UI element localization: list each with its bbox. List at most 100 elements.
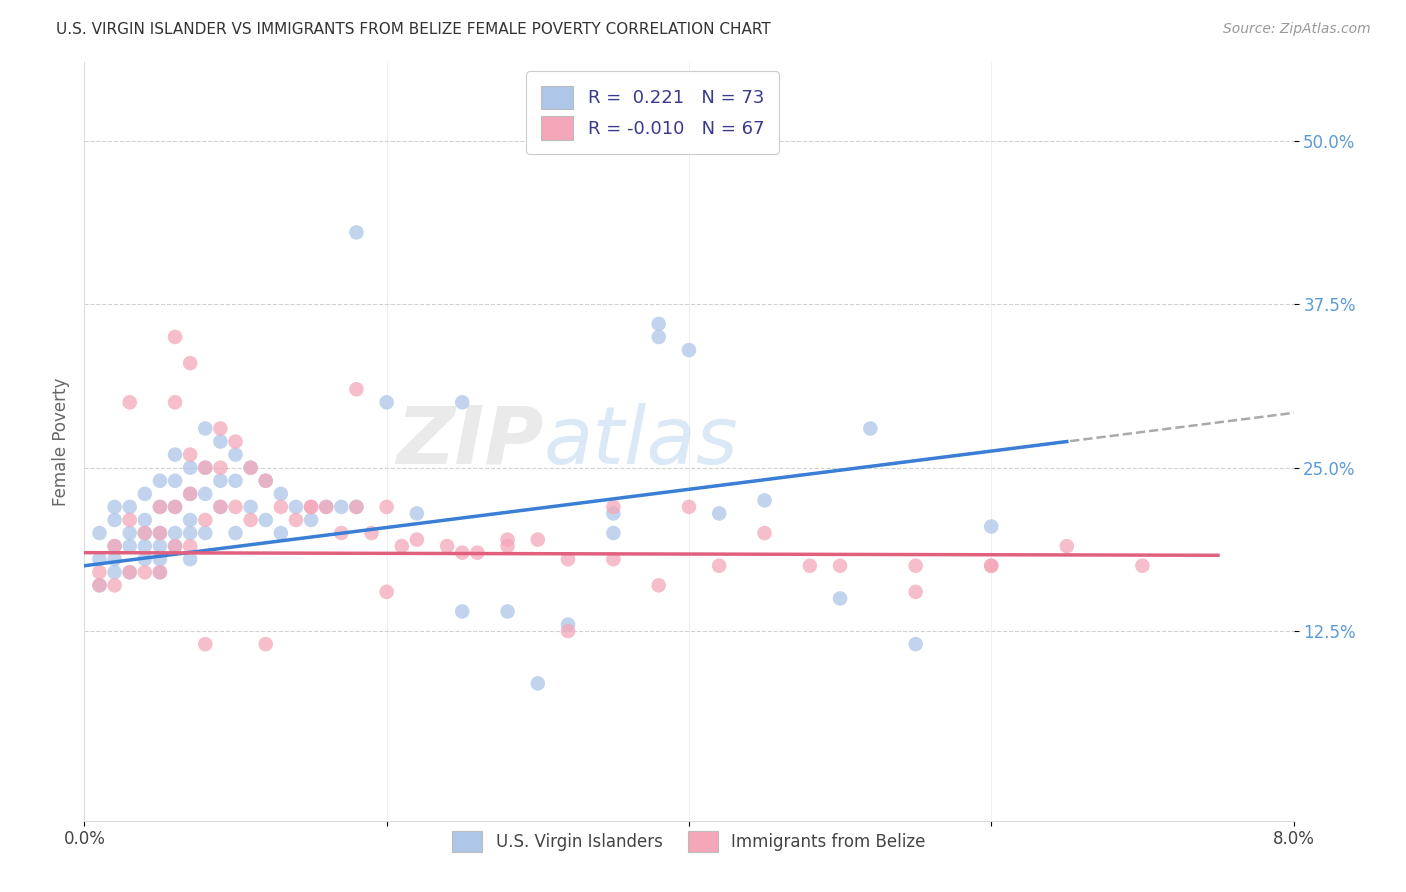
- Point: [451, 546, 474, 560]
- Point: [149, 566, 172, 580]
- Point: [496, 539, 519, 553]
- Point: [496, 533, 519, 547]
- Point: [118, 539, 141, 553]
- Point: [315, 500, 337, 514]
- Point: [330, 526, 353, 541]
- Point: [179, 448, 201, 462]
- Text: ZIP: ZIP: [396, 402, 544, 481]
- Point: [527, 676, 550, 690]
- Point: [346, 500, 368, 514]
- Point: [557, 552, 579, 566]
- Point: [165, 526, 187, 541]
- Point: [557, 617, 579, 632]
- Point: [451, 605, 474, 619]
- Point: [149, 566, 172, 580]
- Point: [104, 500, 127, 514]
- Point: [678, 500, 700, 514]
- Point: [270, 500, 292, 514]
- Point: [346, 382, 368, 396]
- Point: [254, 513, 277, 527]
- Point: [134, 566, 156, 580]
- Point: [225, 474, 247, 488]
- Point: [165, 500, 187, 514]
- Point: [904, 637, 927, 651]
- Point: [179, 356, 201, 370]
- Point: [299, 500, 322, 514]
- Point: [209, 421, 232, 435]
- Point: [1056, 539, 1078, 553]
- Point: [134, 513, 156, 527]
- Point: [709, 558, 731, 573]
- Point: [859, 421, 882, 435]
- Point: [149, 500, 172, 514]
- Point: [104, 513, 127, 527]
- Point: [830, 558, 852, 573]
- Point: [239, 513, 262, 527]
- Point: [104, 578, 127, 592]
- Point: [904, 558, 927, 573]
- Point: [830, 591, 852, 606]
- Point: [799, 558, 821, 573]
- Point: [89, 578, 111, 592]
- Point: [118, 395, 141, 409]
- Point: [648, 317, 671, 331]
- Point: [648, 330, 671, 344]
- Point: [194, 487, 217, 501]
- Point: [375, 585, 398, 599]
- Point: [209, 474, 232, 488]
- Point: [165, 539, 187, 553]
- Point: [602, 507, 624, 521]
- Point: [254, 474, 277, 488]
- Point: [406, 533, 429, 547]
- Point: [285, 513, 308, 527]
- Point: [89, 566, 111, 580]
- Point: [165, 448, 187, 462]
- Point: [315, 500, 337, 514]
- Point: [134, 539, 156, 553]
- Point: [330, 500, 353, 514]
- Point: [346, 500, 368, 514]
- Point: [270, 487, 292, 501]
- Point: [194, 526, 217, 541]
- Point: [149, 474, 172, 488]
- Point: [602, 552, 624, 566]
- Point: [104, 566, 127, 580]
- Point: [375, 500, 398, 514]
- Point: [980, 558, 1002, 573]
- Point: [89, 578, 111, 592]
- Point: [104, 552, 127, 566]
- Point: [165, 539, 187, 553]
- Point: [346, 226, 368, 240]
- Point: [602, 500, 624, 514]
- Text: Source: ZipAtlas.com: Source: ZipAtlas.com: [1223, 22, 1371, 37]
- Point: [118, 566, 141, 580]
- Point: [754, 493, 776, 508]
- Point: [149, 526, 172, 541]
- Point: [179, 487, 201, 501]
- Point: [980, 558, 1002, 573]
- Point: [299, 500, 322, 514]
- Point: [104, 539, 127, 553]
- Point: [104, 539, 127, 553]
- Point: [375, 395, 398, 409]
- Point: [904, 585, 927, 599]
- Point: [299, 513, 322, 527]
- Point: [118, 500, 141, 514]
- Point: [709, 507, 731, 521]
- Point: [467, 546, 489, 560]
- Point: [406, 507, 429, 521]
- Point: [165, 474, 187, 488]
- Point: [754, 526, 776, 541]
- Point: [194, 421, 217, 435]
- Point: [270, 526, 292, 541]
- Point: [149, 552, 172, 566]
- Text: U.S. VIRGIN ISLANDER VS IMMIGRANTS FROM BELIZE FEMALE POVERTY CORRELATION CHART: U.S. VIRGIN ISLANDER VS IMMIGRANTS FROM …: [56, 22, 770, 37]
- Point: [451, 395, 474, 409]
- Point: [179, 487, 201, 501]
- Point: [239, 500, 262, 514]
- Point: [360, 526, 382, 541]
- Point: [118, 513, 141, 527]
- Point: [179, 526, 201, 541]
- Point: [254, 637, 277, 651]
- Point: [225, 434, 247, 449]
